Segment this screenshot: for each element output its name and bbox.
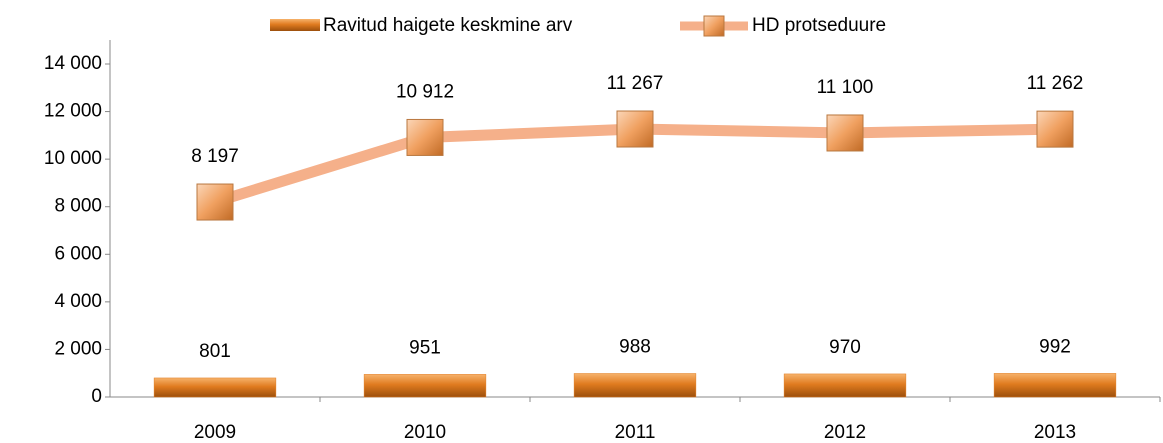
bar (363, 374, 487, 398)
y-tick-label: 6 000 (54, 243, 102, 264)
bar (153, 377, 277, 398)
data-label: 988 (619, 337, 651, 358)
data-label: 11 262 (1027, 73, 1084, 94)
x-tick-label: 2013 (1034, 422, 1076, 443)
y-tick-label: 14 000 (44, 53, 102, 74)
data-label: 801 (199, 341, 231, 362)
bar (783, 373, 907, 398)
data-label: 970 (829, 337, 861, 358)
data-label: 992 (1039, 336, 1071, 357)
marker (1036, 110, 1074, 148)
legend-label: HD protseduure (752, 15, 886, 36)
y-tick-label: 4 000 (54, 291, 102, 312)
data-label: 10 912 (396, 81, 454, 102)
marker (196, 183, 234, 221)
y-tick-label: 0 (91, 386, 102, 407)
marker (406, 118, 444, 156)
legend-label: Ravitud haigete keskmine arv (323, 15, 573, 36)
x-tick-label: 2009 (194, 422, 236, 443)
y-tick-label: 12 000 (44, 101, 102, 122)
data-label: 8 197 (191, 146, 239, 167)
legend-swatch (270, 19, 320, 31)
data-label: 11 267 (607, 73, 664, 94)
bar (993, 373, 1117, 398)
marker (616, 110, 654, 148)
marker (826, 114, 864, 152)
data-label: 951 (409, 337, 441, 358)
legend-swatch (703, 15, 725, 37)
y-tick-label: 10 000 (44, 148, 102, 169)
x-tick-label: 2011 (615, 422, 656, 443)
x-tick-label: 2010 (404, 422, 446, 443)
data-label: 11 100 (817, 77, 874, 98)
y-tick-label: 2 000 (54, 338, 102, 359)
bar (573, 373, 697, 398)
y-tick-label: 8 000 (54, 196, 102, 217)
x-tick-label: 2012 (824, 422, 866, 443)
